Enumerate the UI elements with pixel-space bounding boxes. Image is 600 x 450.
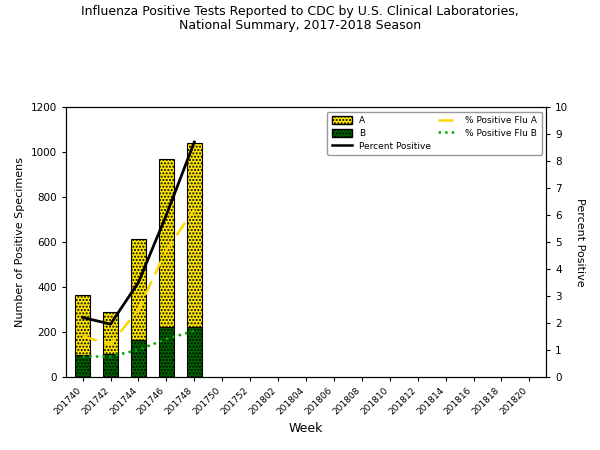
Y-axis label: Percent Positive: Percent Positive: [575, 198, 585, 286]
Bar: [187, 327, 202, 377]
Bar: [131, 238, 146, 340]
Bar: [103, 311, 118, 354]
X-axis label: Week: Week: [289, 422, 323, 435]
Bar: [75, 295, 90, 356]
Bar: [75, 356, 90, 377]
Bar: [187, 143, 202, 327]
Bar: [103, 354, 118, 377]
Y-axis label: Number of Positive Specimens: Number of Positive Specimens: [15, 157, 25, 327]
Legend: A, B, Percent Positive, % Positive Flu A, % Positive Flu B: A, B, Percent Positive, % Positive Flu A…: [328, 112, 542, 155]
Text: Influenza Positive Tests Reported to CDC by U.S. Clinical Laboratories,
National: Influenza Positive Tests Reported to CDC…: [81, 4, 519, 32]
Bar: [158, 159, 174, 327]
Bar: [131, 340, 146, 377]
Bar: [158, 327, 174, 377]
